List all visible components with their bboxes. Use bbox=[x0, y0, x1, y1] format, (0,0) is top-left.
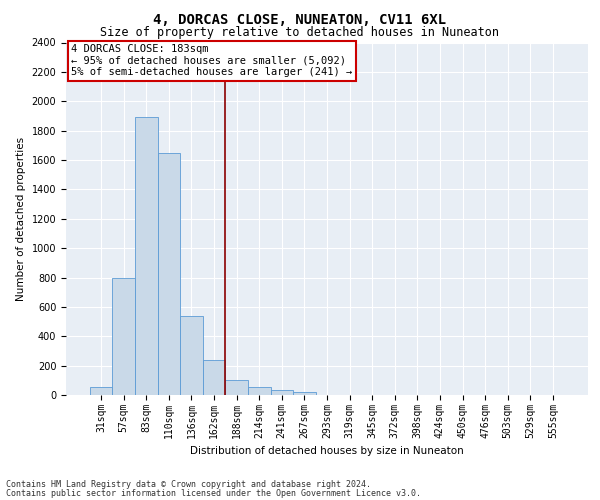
Text: 4, DORCAS CLOSE, NUNEATON, CV11 6XL: 4, DORCAS CLOSE, NUNEATON, CV11 6XL bbox=[154, 12, 446, 26]
Y-axis label: Number of detached properties: Number of detached properties bbox=[16, 136, 26, 301]
Text: 4 DORCAS CLOSE: 183sqm
← 95% of detached houses are smaller (5,092)
5% of semi-d: 4 DORCAS CLOSE: 183sqm ← 95% of detached… bbox=[71, 44, 352, 78]
Bar bbox=[158, 152, 180, 395]
Bar bbox=[293, 392, 316, 395]
Bar bbox=[180, 316, 203, 395]
Bar bbox=[90, 387, 112, 395]
Bar bbox=[135, 118, 158, 395]
Bar bbox=[271, 390, 293, 395]
Text: Contains public sector information licensed under the Open Government Licence v3: Contains public sector information licen… bbox=[6, 488, 421, 498]
Text: Contains HM Land Registry data © Crown copyright and database right 2024.: Contains HM Land Registry data © Crown c… bbox=[6, 480, 371, 489]
X-axis label: Distribution of detached houses by size in Nuneaton: Distribution of detached houses by size … bbox=[190, 446, 464, 456]
Bar bbox=[112, 278, 135, 395]
Bar bbox=[226, 380, 248, 395]
Bar bbox=[203, 360, 226, 395]
Text: Size of property relative to detached houses in Nuneaton: Size of property relative to detached ho… bbox=[101, 26, 499, 39]
Bar bbox=[248, 386, 271, 395]
